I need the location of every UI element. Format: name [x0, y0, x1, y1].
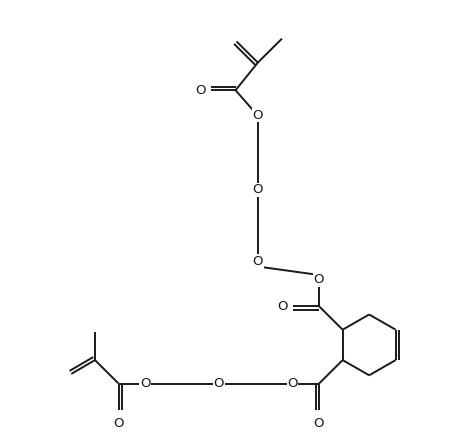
Text: O: O	[113, 417, 123, 430]
Text: O: O	[313, 273, 324, 286]
Text: O: O	[140, 377, 150, 390]
Text: O: O	[252, 255, 263, 268]
Text: O: O	[252, 183, 263, 196]
Text: O: O	[313, 417, 324, 430]
Text: O: O	[213, 377, 224, 390]
Text: O: O	[252, 108, 263, 122]
Text: O: O	[195, 84, 205, 97]
Text: O: O	[287, 377, 297, 390]
Text: O: O	[276, 300, 287, 312]
